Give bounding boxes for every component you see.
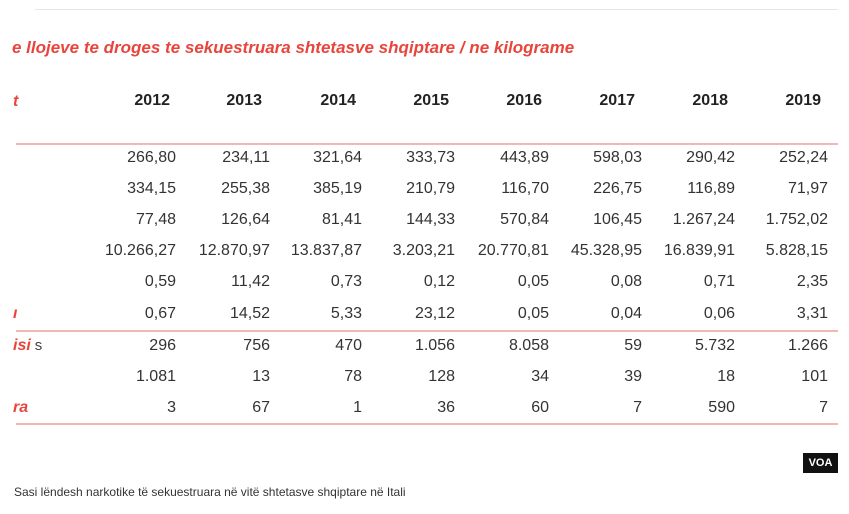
table-cell: 126,64 — [221, 211, 270, 228]
table-cell: 1.056 — [414, 337, 455, 354]
table-cell: 598,03 — [593, 149, 642, 166]
table-cell: 14,52 — [229, 305, 270, 322]
table-cell: 16.839,91 — [663, 242, 735, 259]
table-cell: 67 — [252, 399, 270, 416]
table-cell: 45.328,95 — [570, 242, 642, 259]
year-header-2013: 2013 — [226, 92, 262, 109]
table-cell: 20.770,81 — [477, 242, 549, 259]
table-cell: 60 — [531, 399, 549, 416]
table-cell: 1.267,24 — [672, 211, 735, 228]
table-cell: 10.266,27 — [104, 242, 176, 259]
section-rule — [16, 330, 838, 332]
year-header-2018: 2018 — [692, 92, 728, 109]
table-cell: 1.266 — [787, 337, 828, 354]
table-cell: 12.870,97 — [198, 242, 270, 259]
row-label: ra — [13, 399, 28, 417]
table-cell: 34 — [531, 368, 549, 385]
table-cell: 11,42 — [231, 273, 270, 290]
table-cell: 296 — [149, 337, 176, 354]
year-header-2017: 2017 — [599, 92, 635, 109]
table-cell: 321,64 — [313, 149, 362, 166]
caption: Sasi lëndesh narkotike të sekuestruara n… — [14, 485, 406, 499]
chart-title: e llojeve te droges te sekuestruara shte… — [12, 38, 575, 57]
table-cell: 756 — [243, 337, 270, 354]
table-cell: 334,15 — [127, 180, 176, 197]
table-cell: 106,45 — [593, 211, 642, 228]
table-cell: 290,42 — [686, 149, 735, 166]
table-cell: 144,33 — [406, 211, 455, 228]
row-label-suffix: s — [34, 337, 43, 354]
table-cell: 590 — [708, 399, 735, 416]
table-cell: 470 — [335, 337, 362, 354]
table-cell: 0,08 — [610, 273, 642, 290]
header-rule — [16, 143, 838, 145]
table-cell: 5,33 — [330, 305, 362, 322]
table-cell: 333,73 — [406, 149, 455, 166]
table-cell: 1.081 — [135, 368, 176, 385]
year-header-2019: 2019 — [785, 92, 821, 109]
table-cell: 13.837,87 — [290, 242, 362, 259]
table-cell: 128 — [428, 368, 455, 385]
table-cell: 0,67 — [144, 305, 176, 322]
bottom-rule — [16, 423, 838, 425]
table-cell: 18 — [717, 368, 735, 385]
table-cell: 71,97 — [787, 180, 828, 197]
table-cell: 0,05 — [517, 305, 549, 322]
table-cell: 385,19 — [313, 180, 362, 197]
table-cell: 0,73 — [330, 273, 362, 290]
table-cell: 234,11 — [222, 149, 270, 166]
table-cell: 0,12 — [423, 273, 455, 290]
table-cell: 0,06 — [703, 305, 735, 322]
table-cell: 116,70 — [501, 180, 549, 197]
table-cell: 81,41 — [321, 211, 362, 228]
table-cell: 443,89 — [500, 149, 549, 166]
table-cell: 266,80 — [127, 149, 176, 166]
year-header-2012: 2012 — [134, 92, 170, 109]
table-cell: 210,79 — [406, 180, 455, 197]
table-cell: 59 — [624, 337, 642, 354]
table-cell: 5.732 — [694, 337, 735, 354]
table-cell: 1 — [353, 399, 362, 416]
table-cell: 255,38 — [221, 180, 270, 197]
table-cell: 8.058 — [508, 337, 549, 354]
table-cell: 23,12 — [414, 305, 455, 322]
table-cell: 226,75 — [593, 180, 642, 197]
year-header-2016: 2016 — [506, 92, 542, 109]
table-cell: 1.752,02 — [765, 211, 828, 228]
table-cell: 2,35 — [796, 273, 828, 290]
table-cell: 570,84 — [500, 211, 549, 228]
voa-logo: VOA — [803, 453, 838, 473]
table-cell: 3.203,21 — [392, 242, 455, 259]
row-header-label: t — [13, 93, 19, 110]
table-cell: 36 — [437, 399, 455, 416]
row-label-text: ra — [13, 399, 29, 416]
table-cell: 7 — [633, 399, 642, 416]
row-label: ı — [13, 305, 17, 323]
table-cell: 3 — [167, 399, 176, 416]
table-cell: 101 — [801, 368, 828, 385]
table-cell: 0,59 — [144, 273, 176, 290]
table-cell: 116,89 — [687, 180, 735, 197]
table-cell: 252,24 — [779, 149, 828, 166]
table-cell: 3,31 — [796, 305, 828, 322]
year-header-2015: 2015 — [413, 92, 449, 109]
row-label-text: isi — [13, 337, 31, 354]
year-header-2014: 2014 — [320, 92, 356, 109]
table-cell: 39 — [624, 368, 642, 385]
table-cell: 0,71 — [703, 273, 735, 290]
row-label: isi s — [13, 337, 42, 355]
table-cell: 13 — [252, 368, 270, 385]
table-cell: 0,05 — [517, 273, 549, 290]
row-label-text: ı — [13, 305, 18, 322]
table-cell: 77,48 — [135, 211, 176, 228]
table-cell: 78 — [344, 368, 362, 385]
table-cell: 5.828,15 — [765, 242, 828, 259]
top-divider — [35, 9, 838, 10]
table-cell: 7 — [819, 399, 828, 416]
table-cell: 0,04 — [610, 305, 642, 322]
